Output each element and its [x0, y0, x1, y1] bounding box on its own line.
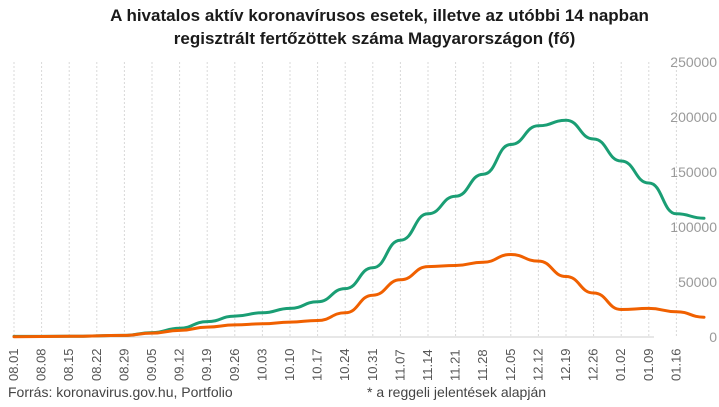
y-tick-label: 50000: [678, 274, 717, 290]
y-tick-label: 100000: [670, 219, 717, 235]
x-tick-label: 08.01: [6, 348, 21, 381]
series-line-14-day-cases: [12, 253, 706, 339]
chart-title-line-2: regisztrált fertőzöttek száma Magyarorsz…: [173, 29, 576, 48]
x-tick-label: 10.10: [282, 348, 297, 381]
source-note: Forrás: koronavirus.gov.hu, Portfolio: [8, 384, 233, 400]
x-tick-label: 10.03: [254, 348, 269, 381]
x-tick-label: 10.31: [365, 348, 380, 381]
x-tick-label: 12.05: [503, 348, 518, 381]
x-tick-label: 09.12: [172, 348, 187, 381]
y-tick-label: 150000: [670, 164, 717, 180]
x-tick-label: 01.02: [613, 348, 628, 381]
x-tick-label: 11.07: [392, 349, 407, 381]
x-tick-label: 08.15: [61, 348, 76, 381]
y-tick-label: 200000: [670, 109, 717, 125]
y-tick-label: 250000: [670, 54, 717, 70]
y-tick-label: 0: [709, 329, 717, 345]
chart-title: A hivatalos aktív koronavírusos esetek, …: [0, 4, 719, 50]
x-tick-label: 08.22: [89, 348, 104, 381]
x-tick-label: 12.12: [530, 348, 545, 381]
x-tick-label: 11.28: [475, 349, 490, 381]
x-tick-label: 09.05: [144, 348, 159, 381]
footnote: * a reggeli jelentések alapján: [367, 384, 547, 400]
x-tick-label: 11.14: [420, 349, 435, 381]
chart-title-line-1: A hivatalos aktív koronavírusos esetek, …: [110, 6, 649, 25]
x-tick-label: 01.16: [668, 348, 683, 381]
series-line-active-cases: [12, 118, 706, 338]
x-tick-label: 09.26: [227, 348, 242, 381]
x-tick-label: 01.09: [641, 348, 656, 381]
x-tick-label: 08.29: [116, 348, 131, 381]
x-tick-label: 10.17: [310, 348, 325, 381]
x-tick-label: 12.26: [586, 348, 601, 381]
x-tick-label: 10.24: [337, 348, 352, 381]
x-tick-label: 11.21: [448, 349, 463, 381]
x-tick-label: 09.19: [199, 348, 214, 381]
x-tick-label: 12.19: [558, 348, 573, 381]
x-tick-label: 08.08: [34, 348, 49, 381]
